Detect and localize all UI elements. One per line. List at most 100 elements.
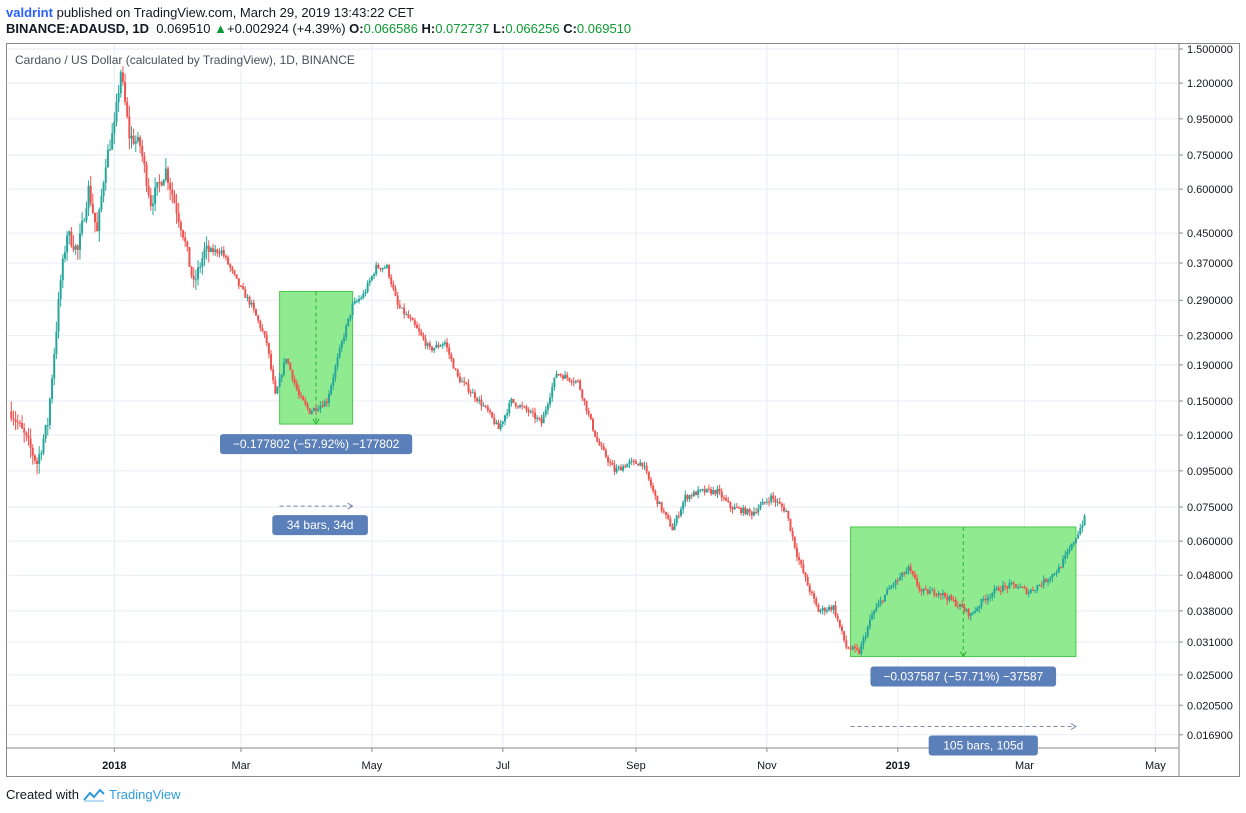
candle-body	[596, 436, 599, 442]
candle	[104, 158, 107, 191]
candle-body	[540, 418, 543, 424]
candle-body	[858, 649, 861, 654]
candle-body	[978, 606, 981, 609]
candle-body	[252, 302, 255, 310]
candle	[503, 414, 506, 426]
candle	[931, 587, 934, 592]
candle-body	[439, 345, 442, 347]
candle	[164, 158, 167, 183]
candle	[197, 260, 200, 286]
candle-body	[151, 203, 154, 207]
candle	[437, 341, 440, 349]
candle	[493, 413, 496, 426]
candle-body	[222, 250, 225, 256]
candle	[658, 501, 661, 505]
candle-body	[121, 72, 124, 82]
author-name[interactable]: valdrint	[6, 5, 53, 20]
candle-body	[212, 248, 215, 253]
tradingview-link[interactable]: TradingView	[108, 787, 181, 802]
candle-body	[890, 585, 893, 588]
x-tick-label: Jul	[496, 760, 510, 772]
candle	[136, 131, 139, 144]
candle-body	[989, 597, 992, 599]
candle	[540, 414, 543, 427]
candle	[785, 508, 788, 512]
candle	[486, 404, 489, 413]
candle-body	[272, 369, 275, 381]
candle-body	[280, 375, 283, 378]
candle	[553, 377, 556, 391]
candle-body	[355, 300, 358, 302]
candle-body	[592, 419, 594, 431]
candle	[875, 602, 878, 613]
candle	[871, 610, 874, 621]
candle	[892, 582, 895, 589]
candle-body	[821, 607, 824, 611]
candle	[446, 338, 449, 353]
candle-body	[488, 410, 491, 413]
candle	[568, 377, 571, 383]
candle-body	[23, 428, 26, 433]
candle	[596, 432, 599, 443]
candle	[42, 434, 45, 456]
candle-body	[873, 611, 876, 615]
candle-body	[347, 318, 350, 326]
low-value: 0.066256	[505, 21, 560, 36]
candle-body	[856, 648, 859, 650]
candle	[1010, 580, 1013, 586]
candle	[291, 369, 294, 383]
candle	[780, 501, 783, 512]
candle	[336, 353, 339, 371]
candle	[716, 485, 719, 499]
open-value: 0.066586	[363, 21, 418, 36]
candle-body	[699, 489, 702, 491]
candle-body	[12, 418, 15, 420]
candle-body	[883, 594, 886, 602]
candle-body	[798, 557, 801, 561]
candle-body	[963, 607, 966, 611]
candle	[149, 187, 152, 211]
candle	[836, 613, 839, 623]
candle	[903, 571, 906, 577]
candle-body	[310, 411, 313, 414]
candle-body	[61, 258, 64, 281]
candle-body	[898, 576, 901, 581]
candle	[922, 588, 925, 596]
candle	[184, 231, 187, 247]
candle-body	[388, 265, 391, 278]
candle	[390, 274, 393, 288]
candle-body	[864, 636, 867, 639]
x-tick-label: Nov	[757, 760, 777, 772]
candle	[66, 231, 69, 262]
candle-body	[186, 241, 189, 248]
candle-body	[446, 342, 449, 348]
candle	[883, 594, 886, 603]
candle	[589, 413, 592, 421]
candle-body	[31, 447, 34, 456]
candle	[418, 323, 421, 336]
candle-body	[913, 574, 916, 579]
candle	[701, 488, 704, 492]
candle-body	[340, 341, 343, 348]
candle-body	[763, 501, 766, 503]
candle	[280, 373, 283, 383]
candle-body	[36, 460, 39, 464]
candle	[244, 286, 247, 298]
candle-body	[398, 304, 401, 308]
candle	[778, 497, 781, 505]
candle	[594, 430, 597, 438]
chart-frame[interactable]	[6, 43, 1240, 777]
candle-body	[94, 212, 97, 223]
candle	[252, 299, 255, 313]
candle	[117, 85, 120, 112]
candle	[506, 408, 509, 419]
candle	[96, 212, 99, 232]
y-tick-label: 1.500000	[1187, 44, 1233, 56]
candle-body	[418, 328, 421, 332]
candle	[239, 284, 242, 288]
candle	[488, 408, 491, 415]
candle	[222, 245, 225, 259]
candle-body	[740, 508, 743, 514]
candle	[310, 409, 313, 415]
